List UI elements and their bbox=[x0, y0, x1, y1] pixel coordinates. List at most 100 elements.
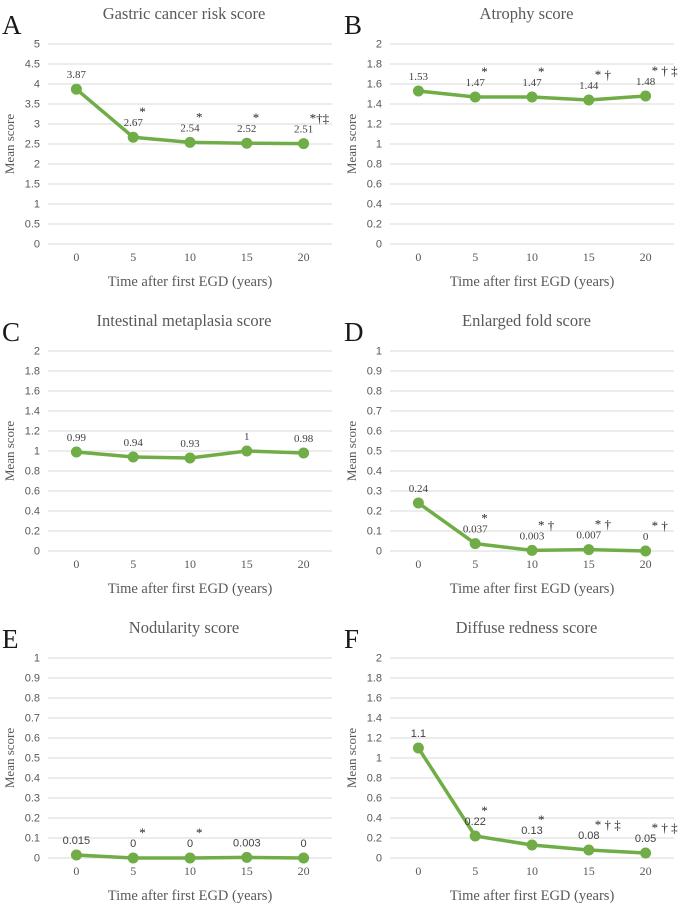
line-chart-intestinal-metaplasia: 00.20.40.60.811.21.41.61.820 5 10 15 20Mean … bbox=[2, 346, 332, 597]
y-tick-label: 0.3 bbox=[367, 486, 382, 498]
y-tick-label: 1.4 bbox=[367, 99, 382, 111]
data-point-marker bbox=[241, 137, 253, 149]
y-axis-title: Mean score bbox=[344, 421, 359, 482]
x-tick-label: 5 bbox=[472, 557, 478, 571]
y-tick-label: 2 bbox=[376, 39, 382, 51]
data-point-marker bbox=[127, 852, 139, 864]
y-tick-label: 0.2 bbox=[25, 813, 40, 825]
x-tick-label: 15 bbox=[583, 864, 595, 878]
panel-f: F Diffuse redness score 0 0.2 0.4 0.6 0.8 1 1.… bbox=[342, 614, 685, 921]
data-point-marker bbox=[184, 452, 196, 464]
data-point-marker bbox=[469, 830, 481, 842]
y-axis-title: Mean score bbox=[2, 728, 17, 789]
data-point-marker bbox=[241, 445, 253, 457]
x-tick-label: 0 bbox=[73, 557, 79, 571]
y-tick-label: 0.6 bbox=[367, 179, 382, 191]
data-point-label: 0.015 bbox=[63, 835, 91, 847]
significance-marks: * bbox=[139, 104, 146, 119]
y-tick-label: 0.2 bbox=[367, 219, 382, 231]
x-tick-label: 10 bbox=[184, 557, 196, 571]
data-point-label: 0.24 bbox=[409, 483, 429, 495]
y-tick-label: 0.2 bbox=[367, 506, 382, 518]
y-tick-label: 0.8 bbox=[367, 773, 382, 785]
y-axis-title: Mean score bbox=[2, 421, 17, 482]
data-point-label: 0.13 bbox=[521, 825, 542, 837]
x-tick-label: 0 bbox=[73, 864, 79, 878]
x-tick-label: 10 bbox=[526, 864, 538, 878]
significance-marks: * † bbox=[652, 518, 669, 533]
significance-marks: * † bbox=[595, 67, 612, 82]
data-point-marker bbox=[412, 85, 424, 97]
y-tick-label: 1.6 bbox=[367, 79, 382, 91]
data-point-marker bbox=[640, 847, 652, 859]
significance-marks: * † ‡ bbox=[595, 817, 622, 832]
data-point-label: 0.003 bbox=[233, 837, 261, 849]
y-tick-label: 0.6 bbox=[367, 426, 382, 438]
x-axis-title: Time after first EGD (years) bbox=[450, 888, 615, 904]
data-point-marker bbox=[526, 544, 538, 556]
x-tick-label: 5 bbox=[130, 864, 136, 878]
y-tick-label: 0.8 bbox=[367, 159, 382, 171]
panel-title: Enlarged fold score bbox=[462, 311, 591, 330]
y-tick-label: 4.5 bbox=[25, 59, 40, 71]
significance-marks: * † bbox=[595, 517, 612, 532]
data-point-marker bbox=[184, 136, 196, 148]
y-tick-label: 0.3 bbox=[25, 793, 40, 805]
significance-marks: * † ‡ bbox=[652, 820, 679, 835]
x-tick-label: 5 bbox=[472, 250, 478, 264]
y-tick-label: 0.9 bbox=[367, 366, 382, 378]
data-point-label: 1.1 bbox=[411, 728, 426, 740]
data-point-label: 0 bbox=[187, 838, 193, 850]
significance-marks: * bbox=[196, 825, 203, 840]
y-tick-label: 0.8 bbox=[25, 466, 40, 478]
panel-e: E Nodularity score 0 0.1 0.2 0.3 0.4 0.5 0.6 0.… bbox=[0, 614, 342, 921]
y-tick-label: 1 bbox=[34, 199, 40, 211]
y-tick-label: 0.6 bbox=[367, 793, 382, 805]
significance-marks: * bbox=[481, 803, 488, 818]
data-point-label: 1.47 bbox=[522, 77, 542, 89]
significance-marks: * bbox=[253, 110, 259, 125]
panel-title: Atrophy score bbox=[479, 4, 574, 23]
panel-title: Diffuse redness score bbox=[455, 618, 598, 637]
panel-title: Nodularity score bbox=[128, 618, 240, 637]
x-tick-label: 10 bbox=[526, 250, 538, 264]
significance-marks: * bbox=[481, 64, 488, 79]
y-tick-label: 0 bbox=[376, 546, 382, 558]
panel-letter: A bbox=[2, 10, 22, 40]
y-tick-label: 0 bbox=[34, 239, 40, 251]
x-tick-label: 20 bbox=[640, 864, 652, 878]
x-tick-label: 15 bbox=[241, 557, 253, 571]
panel-letter: B bbox=[344, 10, 363, 40]
panel-a: A Gastric cancer risk score 0 0.5 1 1.5 2 2.5… bbox=[0, 0, 342, 307]
x-tick-label: 10 bbox=[184, 864, 196, 878]
y-tick-label: 1.4 bbox=[367, 713, 382, 725]
data-point-marker bbox=[469, 91, 481, 103]
panel-letter: D bbox=[344, 317, 364, 347]
data-point-marker bbox=[70, 849, 82, 861]
x-tick-label: 5 bbox=[130, 250, 136, 264]
series-line bbox=[416, 746, 648, 855]
y-tick-label: 0.7 bbox=[25, 713, 40, 725]
x-tick-label: 20 bbox=[298, 250, 310, 264]
y-tick-label: 0.6 bbox=[25, 486, 40, 498]
data-point-label: 0.94 bbox=[124, 437, 144, 449]
y-tick-label: 1.4 bbox=[25, 406, 40, 418]
y-tick-label: 1.8 bbox=[367, 59, 382, 71]
x-tick-label: 0 bbox=[415, 557, 421, 571]
y-tick-label: 1 bbox=[34, 446, 40, 458]
x-tick-label: 20 bbox=[640, 557, 652, 571]
data-point-marker bbox=[241, 851, 253, 863]
significance-marks: * bbox=[481, 511, 488, 526]
data-point-label: 1.44 bbox=[579, 80, 599, 92]
data-point-label: 1.48 bbox=[636, 76, 656, 88]
y-axis-title: Mean score bbox=[344, 728, 359, 789]
line-chart-diffuse-redness: 00.20.40.60.811.21.41.61.820 5 10 15 20Mean … bbox=[344, 653, 679, 905]
y-tick-label: 0.4 bbox=[367, 813, 382, 825]
data-point-label: 0.99 bbox=[67, 432, 87, 444]
y-axis-title: Mean score bbox=[2, 114, 17, 175]
x-axis-title: Time after first EGD (years) bbox=[108, 888, 273, 904]
x-tick-label: 0 bbox=[415, 250, 421, 264]
y-tick-label: 1.5 bbox=[25, 179, 40, 191]
data-point-marker bbox=[70, 446, 82, 458]
